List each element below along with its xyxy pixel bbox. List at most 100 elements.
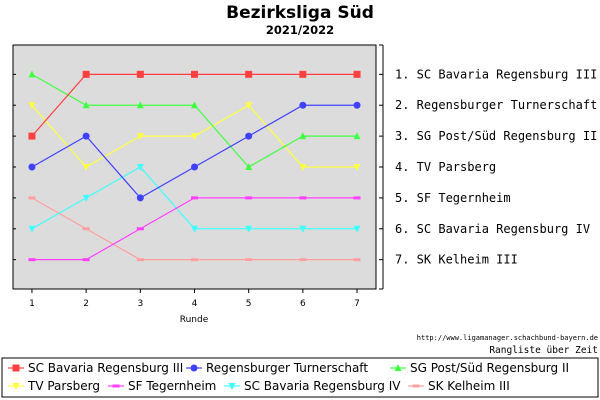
data-point bbox=[353, 225, 361, 233]
x-axis: 1 2 3 4 5 6 7 bbox=[29, 289, 360, 309]
data-point bbox=[28, 132, 36, 140]
data-point bbox=[299, 225, 307, 233]
legend-swatch-marker bbox=[228, 383, 236, 390]
legend-label: SF Tegernheim bbox=[128, 379, 216, 393]
legend-item: SG Post/Süd Regensburg II bbox=[390, 361, 569, 375]
legend-swatch-marker bbox=[112, 384, 120, 388]
data-point bbox=[191, 133, 198, 141]
data-point bbox=[353, 164, 361, 171]
series-5 bbox=[28, 196, 361, 262]
data-point bbox=[82, 227, 90, 231]
rank-label: 6. SC Bavaria Regensburg IV bbox=[395, 222, 590, 236]
data-point bbox=[82, 164, 90, 171]
rank-label: 7. SK Kelheim III bbox=[395, 253, 518, 267]
data-point bbox=[245, 102, 253, 110]
data-point bbox=[82, 258, 90, 262]
data-point bbox=[136, 133, 144, 141]
data-point bbox=[136, 164, 144, 171]
legend-label: TV Parsberg bbox=[27, 379, 100, 393]
legend-item: SK Kelheim III bbox=[408, 379, 510, 393]
data-point bbox=[28, 196, 36, 200]
data-point bbox=[299, 70, 307, 78]
data-point bbox=[28, 258, 36, 262]
legend-swatch-marker bbox=[190, 364, 198, 372]
x-tick-label: 4 bbox=[192, 299, 198, 309]
x-tick-label: 1 bbox=[29, 299, 35, 309]
series-layer bbox=[28, 70, 361, 262]
data-point bbox=[299, 258, 307, 262]
data-point bbox=[191, 101, 198, 109]
x-tick-label: 7 bbox=[354, 299, 360, 309]
legend-swatch-marker bbox=[394, 364, 402, 371]
data-point bbox=[82, 70, 90, 78]
rank-labels: 1. SC Bavaria Regensburg III 2. Regensbur… bbox=[395, 67, 597, 266]
data-point bbox=[191, 163, 198, 171]
right-axis bbox=[13, 44, 384, 290]
data-point bbox=[299, 101, 307, 109]
data-point bbox=[245, 70, 253, 78]
x-tick-label: 5 bbox=[246, 299, 252, 309]
data-point bbox=[245, 163, 253, 170]
source-url: http://www.ligamanager.schachbund-bayern… bbox=[417, 334, 598, 342]
data-point bbox=[28, 225, 36, 233]
chart-title: Bezirksliga Süd bbox=[226, 3, 374, 23]
chart-subtitle: 2021/2022 bbox=[266, 23, 334, 37]
legend-label: Regensburger Turnerschaft bbox=[206, 361, 368, 375]
x-tick-label: 3 bbox=[137, 299, 143, 309]
series-7 bbox=[28, 196, 361, 262]
data-point bbox=[82, 101, 90, 109]
data-point bbox=[353, 258, 361, 262]
x-axis-label: Runde bbox=[180, 315, 209, 325]
data-point bbox=[299, 164, 307, 171]
data-point bbox=[82, 132, 90, 140]
series-3 bbox=[28, 70, 361, 170]
data-point bbox=[136, 101, 144, 109]
data-point bbox=[299, 196, 307, 200]
data-point bbox=[28, 70, 36, 78]
data-point bbox=[299, 132, 307, 140]
series-1 bbox=[28, 70, 361, 140]
legend-label: SC Bavaria Regensburg III bbox=[28, 361, 183, 375]
data-point bbox=[245, 132, 253, 140]
legend-label: SG Post/Süd Regensburg II bbox=[410, 361, 569, 375]
data-point bbox=[245, 225, 253, 233]
data-point bbox=[191, 225, 198, 233]
legend-swatch-marker bbox=[12, 364, 20, 372]
legend-item: SC Bavaria Regensburg IV bbox=[224, 379, 401, 393]
series-6 bbox=[28, 164, 361, 233]
data-point bbox=[136, 258, 144, 262]
legend: SC Bavaria Regensburg III Regensburger Tu… bbox=[8, 361, 569, 393]
data-point bbox=[191, 70, 198, 78]
x-tick-label: 6 bbox=[300, 299, 306, 309]
data-point bbox=[353, 132, 361, 140]
legend-swatch-marker bbox=[12, 383, 20, 390]
data-point bbox=[191, 196, 198, 200]
data-point bbox=[353, 196, 361, 200]
data-point bbox=[245, 258, 253, 262]
data-point bbox=[353, 70, 361, 78]
data-point bbox=[136, 227, 144, 231]
legend-item: SF Tegernheim bbox=[108, 379, 216, 393]
rank-label: 2. Regensburger Turnerschaft bbox=[395, 98, 597, 112]
data-point bbox=[191, 258, 198, 262]
data-point bbox=[28, 163, 36, 171]
legend-label: SC Bavaria Regensburg IV bbox=[244, 379, 401, 393]
rank-label: 4. TV Parsberg bbox=[395, 160, 496, 174]
legend-box bbox=[1, 357, 599, 398]
data-point bbox=[353, 101, 361, 109]
x-tick-label: 2 bbox=[83, 299, 89, 309]
data-point bbox=[136, 70, 144, 78]
rank-label: 3. SG Post/Süd Regensburg II bbox=[395, 129, 597, 143]
legend-swatch-marker bbox=[412, 384, 420, 388]
data-point bbox=[136, 194, 144, 202]
legend-label: SK Kelheim III bbox=[428, 379, 510, 393]
series-4 bbox=[28, 102, 361, 171]
series-2 bbox=[28, 101, 361, 202]
data-point bbox=[82, 194, 90, 202]
legend-item: Regensburger Turnerschaft bbox=[186, 361, 368, 375]
data-point bbox=[245, 196, 253, 200]
data-point bbox=[28, 102, 36, 110]
rank-label: 1. SC Bavaria Regensburg III bbox=[395, 67, 597, 81]
legend-item: TV Parsberg bbox=[8, 379, 100, 393]
